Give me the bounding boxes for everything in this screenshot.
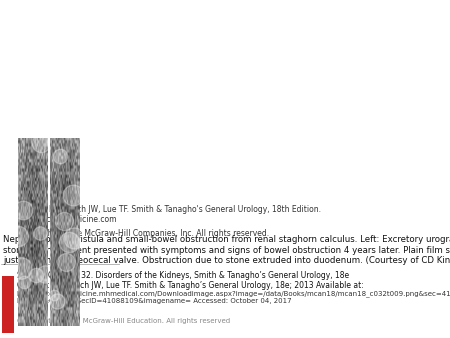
- Text: Source: McAninch JW, Lue TF. Smith & Tanagho's General Urology, 18th Edition.: Source: McAninch JW, Lue TF. Smith & Tan…: [18, 205, 321, 214]
- Text: Copyright © The McGraw-Hill Companies, Inc. All rights reserved.: Copyright © The McGraw-Hill Companies, I…: [18, 228, 269, 238]
- Text: Citation: McAninch JW, Lue TF. Smith & Tanagho’s General Urology, 18e; 2013 Avai: Citation: McAninch JW, Lue TF. Smith & T…: [17, 281, 364, 290]
- Text: Source: Chapter 32. Disorders of the Kidneys, Smith & Tanagho’s General Urology,: Source: Chapter 32. Disorders of the Kid…: [17, 270, 349, 280]
- Text: www.accessmedicine.com: www.accessmedicine.com: [18, 215, 117, 224]
- Text: Nephroduodenal fistula and small-bowel obstruction from renal staghorn calculus.: Nephroduodenal fistula and small-bowel o…: [3, 235, 450, 265]
- Text: Mc
Graw
Hill
Education: Mc Graw Hill Education: [0, 284, 30, 326]
- Text: Copyright © 2017 McGraw-Hill Education. All rights reserved: Copyright © 2017 McGraw-Hill Education. …: [17, 318, 230, 324]
- Text: https://accessmedicine.mhmedical.com/Downloadimage.aspx?image=/data/Books/mcan18: https://accessmedicine.mhmedical.com/Dow…: [17, 291, 450, 305]
- FancyBboxPatch shape: [2, 275, 14, 333]
